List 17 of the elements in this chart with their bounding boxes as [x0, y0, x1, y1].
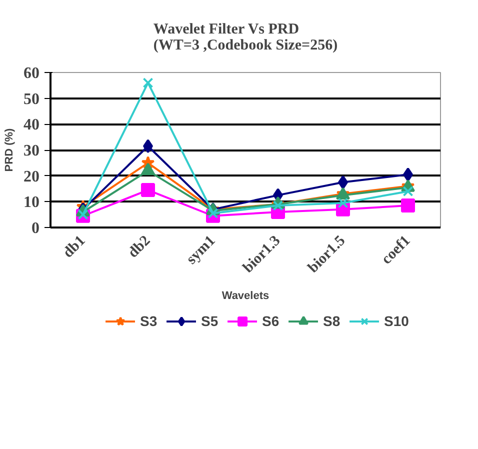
- y-tick-label: 20: [24, 168, 40, 186]
- x-tick-label: db1: [60, 232, 89, 262]
- legend-label: S3: [140, 313, 158, 329]
- legend-label: S5: [201, 313, 220, 329]
- y-axis-title: PRD (%): [4, 128, 16, 172]
- y-tick-label: 50: [24, 90, 40, 108]
- y-tick-label: 0: [32, 220, 40, 237]
- chart-title: Wavelet Filter Vs PRD (WT=3 ,Codebook Size=256): [153, 22, 338, 54]
- y-tick-label: 30: [24, 142, 40, 160]
- legend-label: S8: [323, 313, 342, 329]
- x-axis-title: Wavelets: [222, 290, 270, 302]
- y-tick-label: 40: [24, 116, 40, 134]
- y-tick-label: 10: [24, 194, 40, 212]
- legend-label: S10: [384, 313, 409, 329]
- legend-label: S6: [262, 313, 280, 329]
- y-tick-label: 60: [24, 65, 40, 82]
- x-tick-label: db2: [125, 232, 154, 262]
